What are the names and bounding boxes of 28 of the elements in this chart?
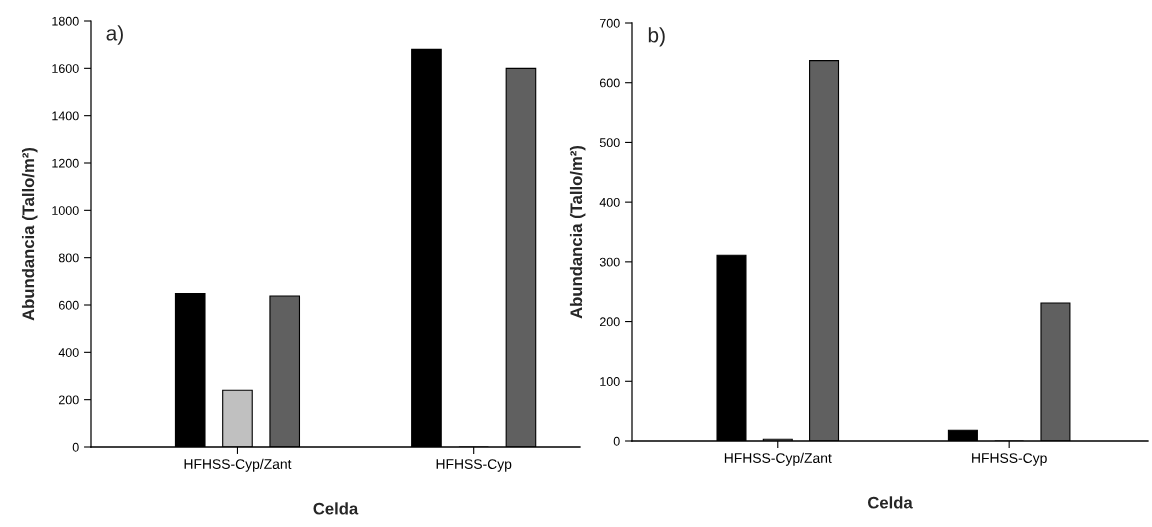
x-tick-label: HFHSS-Cyp/Zant xyxy=(184,458,292,472)
y-tick-label: 0 xyxy=(613,436,620,446)
chart-title: a) xyxy=(106,25,123,45)
y-tick-label: 800 xyxy=(58,253,79,263)
x-tick-label: HFHSS-Cyp xyxy=(972,453,1047,466)
y-tick-label: 200 xyxy=(599,317,620,327)
y-axis-title: Abundancia (Tallo/m²) xyxy=(21,147,38,321)
y-tick-label: 200 xyxy=(58,395,79,405)
y-tick-label: 0 xyxy=(72,442,79,452)
y-tick-label: 1200 xyxy=(52,158,79,168)
y-tick-label: 1800 xyxy=(52,16,79,26)
x-tick-label: HFHSS-Cyp/Zant xyxy=(724,452,832,466)
x-axis-title: Celda xyxy=(867,496,913,509)
y-tick-label: 600 xyxy=(58,300,79,310)
y-tick-label: 500 xyxy=(599,138,620,148)
y-tick-label: 600 xyxy=(599,78,620,88)
x-tick-label: HFHSS-Cyp xyxy=(436,459,512,472)
y-tick-label: 1600 xyxy=(52,64,79,73)
y-tick-label: 700 xyxy=(599,18,620,28)
y-tick-label: 400 xyxy=(599,197,620,207)
y-axis-title: Abundancia (Tallo/m²) xyxy=(569,145,586,319)
y-tick-label: 300 xyxy=(599,257,620,267)
y-tick-label: 100 xyxy=(600,377,620,386)
x-axis-title: Celda xyxy=(313,502,359,515)
y-tick-label: 1000 xyxy=(52,206,79,215)
y-tick-label: 1400 xyxy=(52,111,79,121)
y-tick-label: 400 xyxy=(58,348,79,357)
chart-title: b) xyxy=(648,27,665,47)
